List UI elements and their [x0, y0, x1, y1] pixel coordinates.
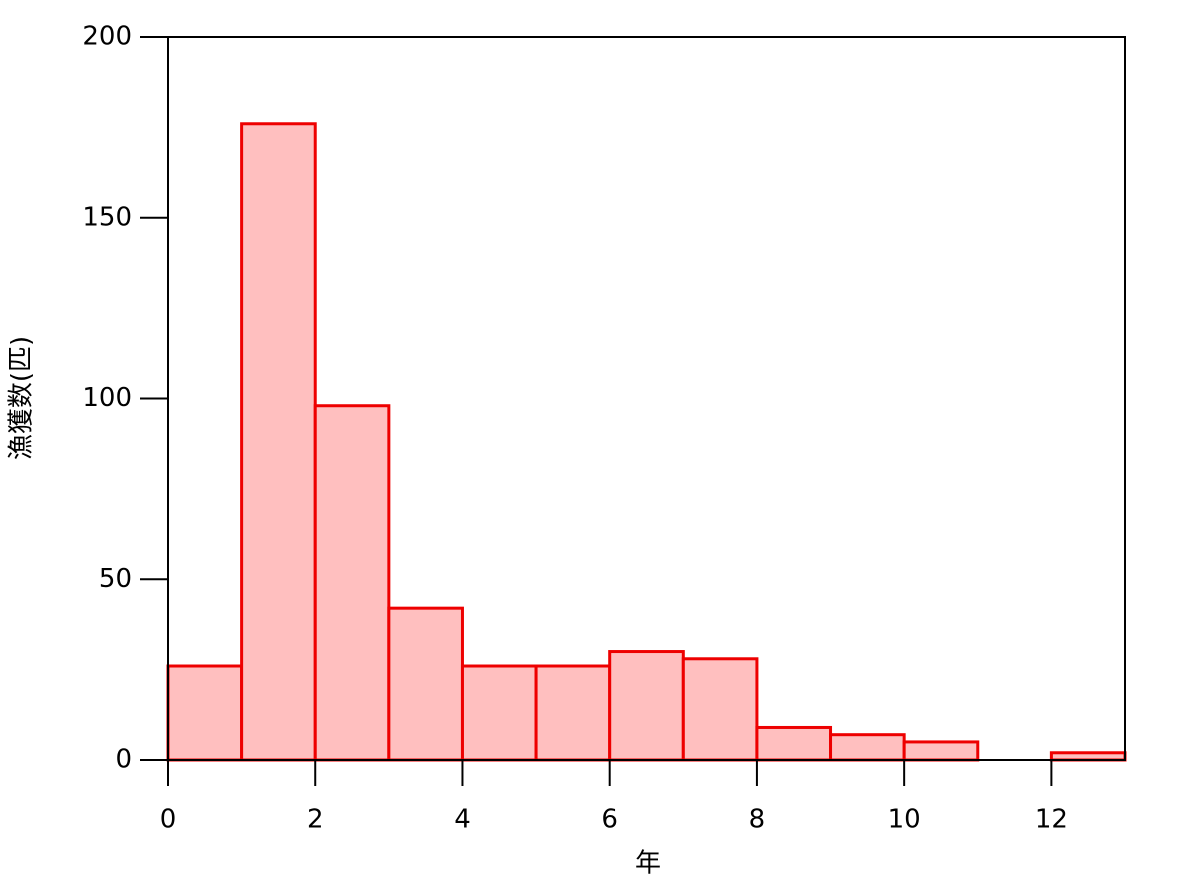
- bar: [313, 404, 391, 762]
- y-tick-label: 50: [99, 564, 132, 594]
- bar: [1049, 751, 1127, 762]
- x-tick-label: 12: [1035, 805, 1068, 835]
- bar: [829, 733, 906, 762]
- x-tick-label: 10: [888, 805, 921, 835]
- x-tick-label: 2: [307, 805, 324, 835]
- y-axis-label: 漁獲数(匹): [7, 336, 37, 460]
- bar: [681, 657, 759, 762]
- bar: [166, 664, 244, 762]
- y-tick-label: 150: [82, 202, 132, 232]
- bar: [240, 122, 317, 762]
- bar: [608, 650, 685, 762]
- bar: [387, 606, 464, 762]
- y-tick-label: 200: [82, 22, 132, 52]
- y-tick-label: 100: [82, 383, 132, 413]
- bar: [755, 725, 833, 762]
- bar: [534, 664, 612, 762]
- bar: [460, 664, 538, 762]
- x-tick-label: 0: [160, 805, 177, 835]
- x-tick-label: 4: [454, 805, 471, 835]
- x-axis-label: 年: [635, 849, 661, 879]
- bar: [902, 740, 980, 762]
- y-tick-label: 0: [115, 745, 132, 775]
- x-tick-label: 8: [749, 805, 766, 835]
- x-tick-label: 6: [601, 805, 618, 835]
